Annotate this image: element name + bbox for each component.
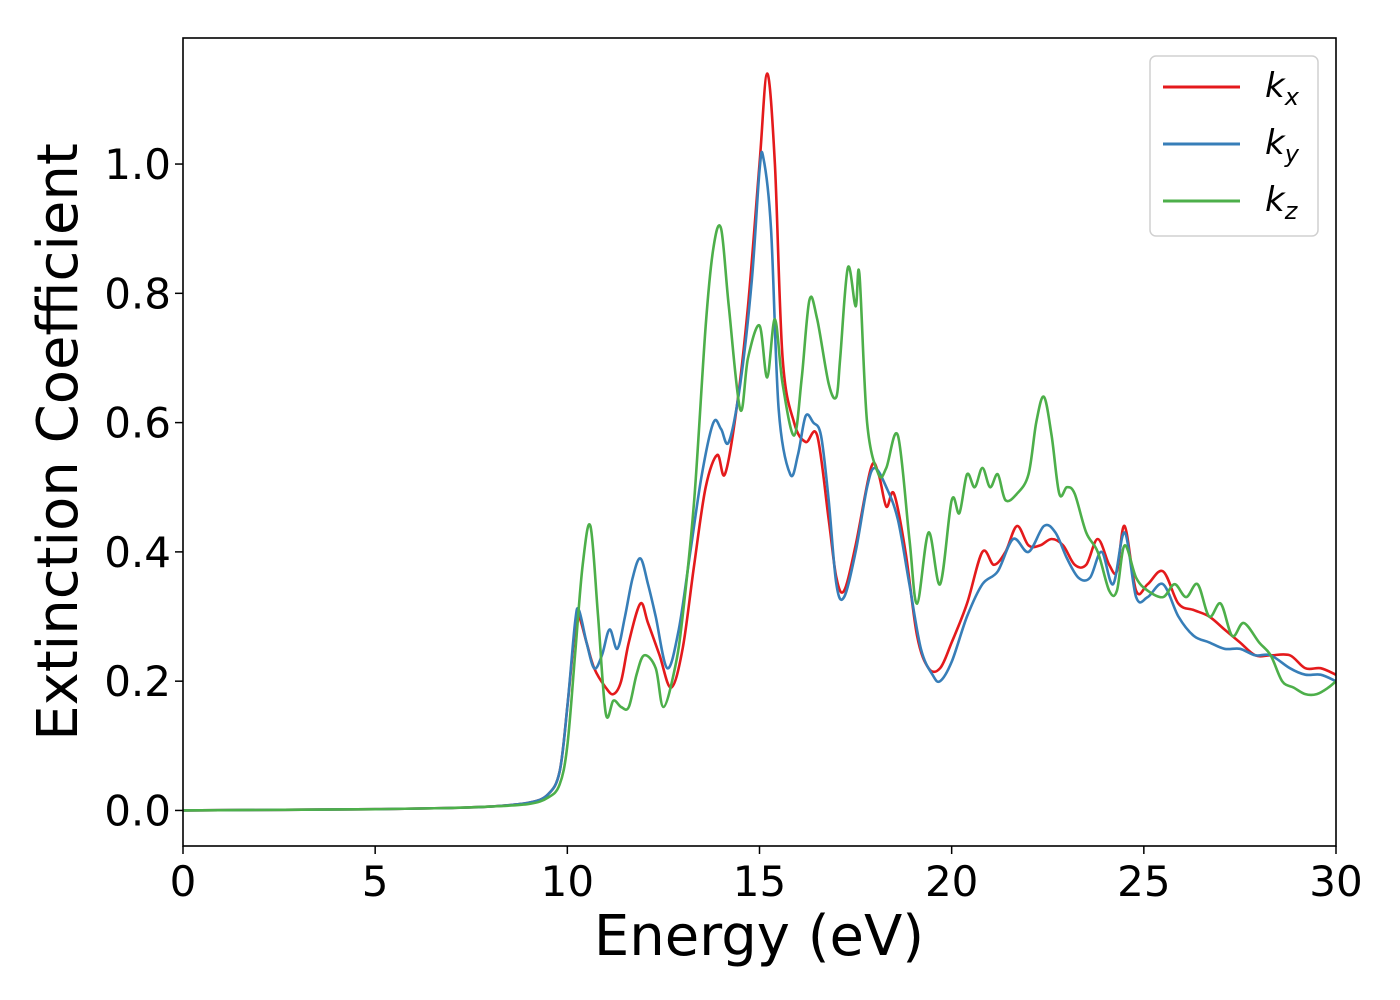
series-line-z <box>182 224 1337 812</box>
y-tick-label: 1.0 <box>104 140 171 189</box>
x-tick-label: 15 <box>733 857 786 906</box>
x-axis-title: Energy (eV) <box>594 904 924 969</box>
legend-label-base: k <box>1265 66 1286 106</box>
y-tick-label: 0.4 <box>104 528 171 577</box>
series-layer <box>182 72 1337 812</box>
y-tick-label: 0.8 <box>104 269 171 318</box>
legend-label-subscript: x <box>1284 83 1300 111</box>
legend-label-z: kz <box>1265 180 1299 225</box>
legend-label-subscript: z <box>1284 197 1299 225</box>
x-tick-label: 30 <box>1309 857 1362 906</box>
y-tick-label: 0.6 <box>104 399 171 448</box>
x-tick-label: 5 <box>362 857 389 906</box>
legend-label-base: k <box>1265 123 1286 163</box>
legend-box <box>1149 55 1319 237</box>
legend-label-x: kx <box>1265 66 1300 111</box>
x-tick-label: 20 <box>925 857 978 906</box>
x-tick-label: 10 <box>541 857 594 906</box>
y-tick-label: 0.0 <box>104 786 171 835</box>
legend-label-base: k <box>1265 180 1286 220</box>
x-tick-label: 25 <box>1117 857 1170 906</box>
series-line-x <box>182 72 1337 812</box>
legend-label-y: ky <box>1265 123 1300 168</box>
series-line-y <box>182 150 1337 812</box>
y-axis-ticks: 0.0 0.2 0.4 0.6 0.8 1.0 <box>104 140 183 835</box>
y-tick-label: 0.2 <box>104 657 171 706</box>
legend-label-subscript: y <box>1284 140 1300 168</box>
x-axis-ticks: 0 5 10 15 20 25 30 <box>170 846 1363 906</box>
y-axis-title: Extinction Coefficient <box>26 143 91 741</box>
x-tick-label: 0 <box>170 857 197 906</box>
